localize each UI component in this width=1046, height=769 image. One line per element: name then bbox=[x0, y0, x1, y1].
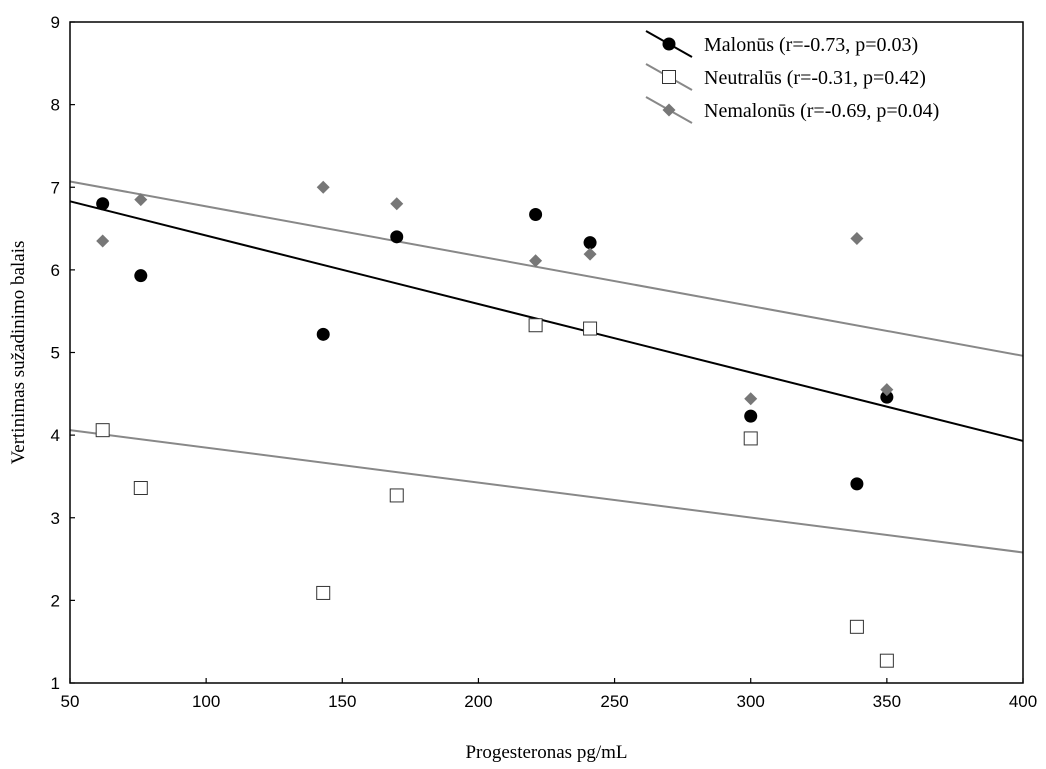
legend-marker-neutralus bbox=[662, 70, 676, 84]
point-nemalonus-7 bbox=[850, 231, 864, 245]
point-malonus-7 bbox=[850, 477, 864, 491]
legend-marker-shape-nemalonus bbox=[662, 103, 676, 117]
trend-line-neutralus bbox=[69, 429, 1024, 554]
legend-marker-shape-neutralus bbox=[662, 70, 676, 84]
legend-entry-malonus: Malonūs (r=-0.73, p=0.03) bbox=[645, 30, 918, 58]
legend-label-malonus: Malonūs (r=-0.73, p=0.03) bbox=[704, 34, 918, 56]
y-tick-label-6: 6 bbox=[51, 261, 60, 280]
point-neutralus-4 bbox=[528, 318, 543, 333]
y-axis-ticks: 1 2 3 4 5 6 7 8 9 bbox=[51, 13, 75, 693]
point-malonus-0 bbox=[96, 197, 110, 211]
point-nemalonus-4 bbox=[529, 254, 543, 268]
x-tick-label-350: 350 bbox=[873, 692, 901, 711]
x-tick-label-250: 250 bbox=[600, 692, 628, 711]
x-tick-label-400: 400 bbox=[1009, 692, 1037, 711]
point-neutralus-2 bbox=[316, 585, 331, 600]
point-nemalonus-0 bbox=[96, 234, 110, 248]
legend-entry-neutralus: Neutralūs (r=-0.31, p=0.42) bbox=[645, 63, 926, 91]
x-tick-label-200: 200 bbox=[464, 692, 492, 711]
x-axis-ticks: 50 100 150 200 250 300 350 400 bbox=[61, 678, 1037, 711]
y-tick-label-8: 8 bbox=[51, 96, 60, 115]
trend-lines bbox=[69, 180, 1024, 554]
point-neutralus-6 bbox=[743, 431, 758, 446]
y-tick-label-5: 5 bbox=[51, 344, 60, 363]
point-neutralus-8 bbox=[879, 653, 894, 668]
point-nemalonus-5 bbox=[583, 247, 597, 261]
point-nemalonus-3 bbox=[390, 197, 404, 211]
y-tick-label-7: 7 bbox=[51, 178, 60, 197]
point-nemalonus-2 bbox=[316, 180, 330, 194]
legend: Malonūs (r=-0.73, p=0.03) Neutralūs (r=-… bbox=[645, 30, 939, 124]
legend-marker-malonus bbox=[662, 37, 676, 51]
x-axis-label: Progesteronas pg/mL bbox=[465, 742, 627, 763]
point-nemalonus-6 bbox=[744, 392, 758, 406]
x-tick-label-50: 50 bbox=[61, 692, 80, 711]
point-malonus-5 bbox=[583, 236, 597, 250]
point-neutralus-1 bbox=[133, 481, 148, 496]
data-points bbox=[95, 180, 894, 668]
point-nemalonus-1 bbox=[134, 193, 148, 207]
y-tick-label-1: 1 bbox=[51, 674, 60, 693]
y-tick-label-4: 4 bbox=[51, 426, 60, 445]
x-tick-label-150: 150 bbox=[328, 692, 356, 711]
point-neutralus-5 bbox=[583, 321, 598, 336]
y-tick-label-2: 2 bbox=[51, 591, 60, 610]
point-nemalonus-8 bbox=[880, 383, 894, 397]
legend-label-neutralus: Neutralūs (r=-0.31, p=0.42) bbox=[704, 67, 926, 89]
legend-marker-shape-malonus bbox=[662, 37, 676, 51]
legend-entry-nemalonus: Nemalonūs (r=-0.69, p=0.04) bbox=[645, 96, 939, 124]
point-malonus-6 bbox=[744, 409, 758, 423]
point-neutralus-0 bbox=[95, 423, 110, 438]
y-tick-label-9: 9 bbox=[51, 13, 60, 32]
point-neutralus-3 bbox=[389, 488, 404, 503]
point-neutralus-7 bbox=[849, 619, 864, 634]
y-tick-label-3: 3 bbox=[51, 509, 60, 528]
y-axis-label: Vertinimas sužadinimo balais bbox=[8, 241, 29, 465]
x-tick-label-100: 100 bbox=[192, 692, 220, 711]
legend-label-nemalonus: Nemalonūs (r=-0.69, p=0.04) bbox=[704, 100, 939, 122]
legend-marker-nemalonus bbox=[662, 103, 676, 117]
x-tick-label-300: 300 bbox=[737, 692, 765, 711]
point-malonus-4 bbox=[529, 208, 543, 222]
trend-line-malonus bbox=[69, 200, 1024, 442]
trend-line-nemalonus bbox=[69, 180, 1024, 357]
point-malonus-2 bbox=[316, 327, 330, 341]
point-malonus-8 bbox=[880, 390, 894, 404]
point-malonus-3 bbox=[390, 230, 404, 244]
point-malonus-1 bbox=[134, 269, 148, 283]
